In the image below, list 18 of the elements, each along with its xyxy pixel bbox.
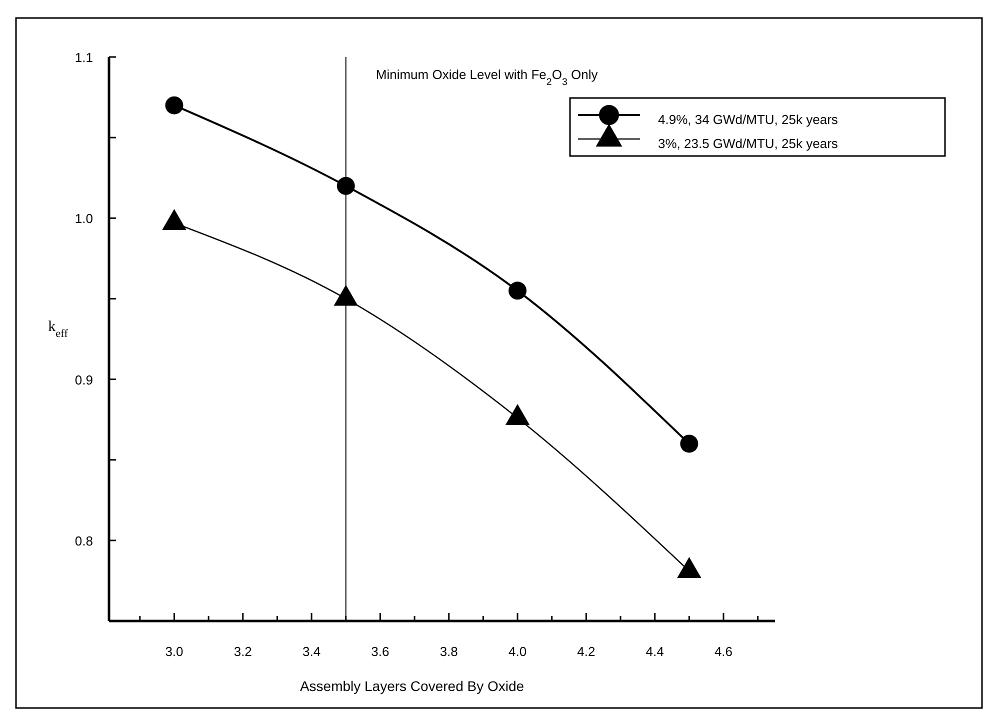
- legend-label: 4.9%, 34 GWd/MTU, 25k years: [658, 112, 838, 127]
- legend-label: 3%, 23.5 GWd/MTU, 25k years: [658, 136, 838, 151]
- y-tick-label: 1.0: [74, 211, 93, 226]
- x-tick-label: 3.2: [234, 644, 252, 659]
- x-axis-title: Assembly Layers Covered By Oxide: [300, 678, 524, 694]
- x-tick-label: 4.2: [577, 644, 596, 659]
- x-tick-label: 4.6: [714, 644, 733, 659]
- y-tick-label: 0.8: [74, 533, 93, 548]
- x-tick-label: 3.6: [371, 644, 390, 659]
- y-tick-label: 0.9: [74, 372, 93, 388]
- x-tick-label: 4.4: [646, 644, 664, 659]
- x-tick-label: 3.8: [440, 644, 458, 659]
- y-axis-title: k$_{eff}$: [48, 319, 68, 340]
- ref-line-label: Minimum Oxide Level with Fe$_{2}$O$_{3}$ Only: [376, 67, 598, 88]
- x-tick-label: 3.4: [302, 644, 321, 659]
- y-tick-label: 1.1: [74, 50, 93, 65]
- text: 3.0: [165, 644, 184, 659]
- x-tick-label: 4.0: [508, 644, 527, 659]
